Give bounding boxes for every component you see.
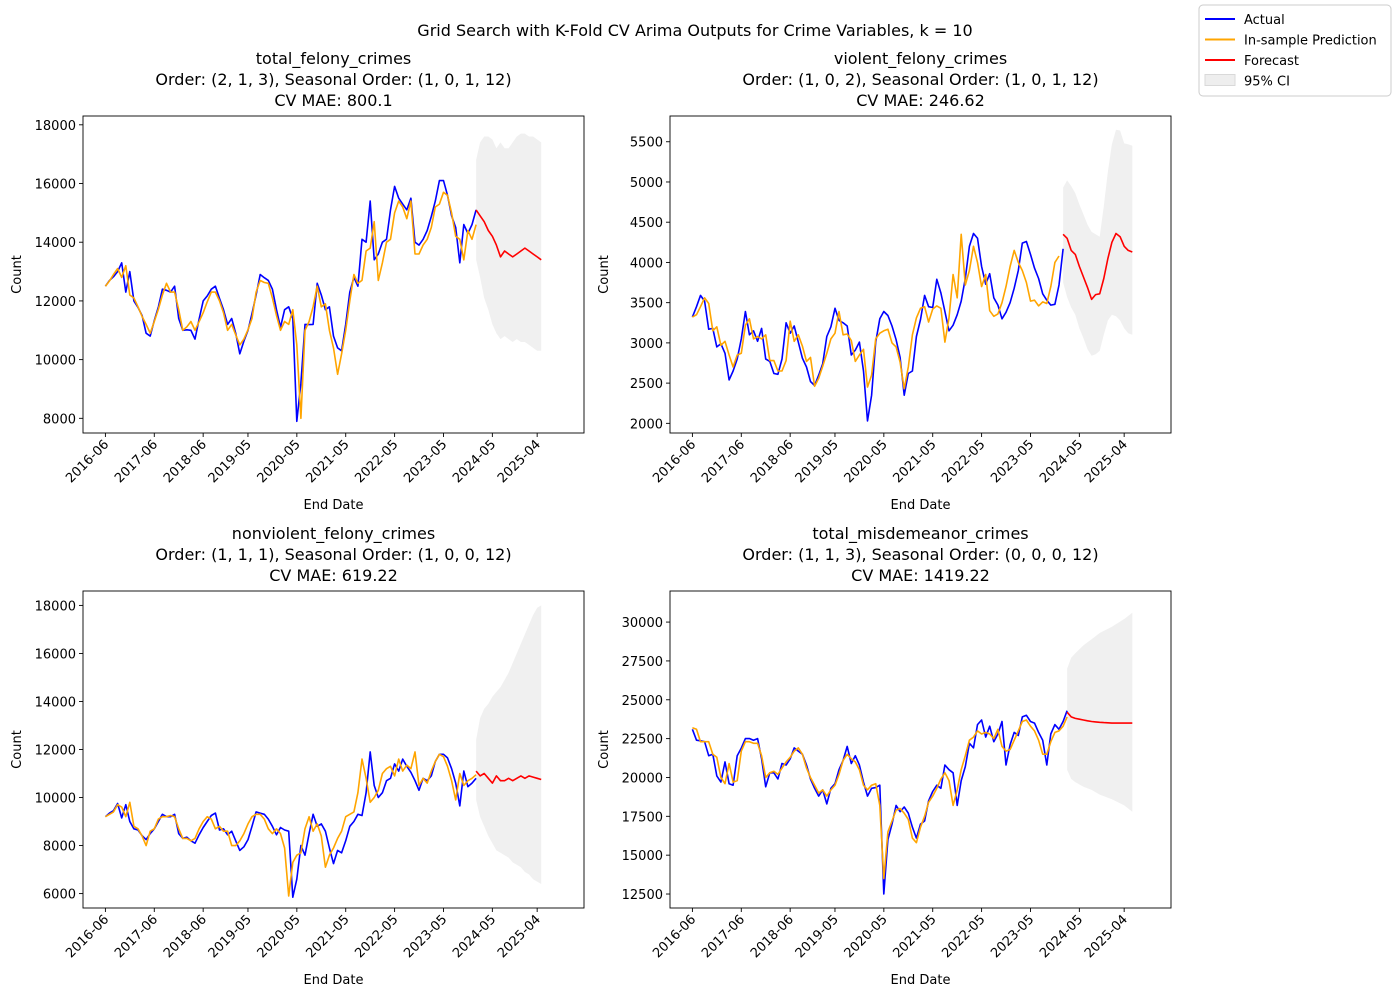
subplot-title-line: total_misdemeanor_crimes — [812, 524, 1028, 544]
y-tick-label: 2500 — [630, 377, 663, 392]
y-axis-label: Count — [597, 255, 612, 294]
y-tick-label: 10000 — [35, 792, 76, 807]
y-tick-label: 17500 — [622, 810, 663, 825]
plot-area — [104, 133, 542, 423]
axes-frame — [669, 590, 1172, 909]
subplot-title-line: CV MAE: 1419.22 — [851, 566, 990, 585]
y-tick-label: 25000 — [622, 694, 663, 709]
ci-band — [476, 605, 542, 884]
y-tick-label: 5500 — [630, 136, 663, 151]
legend-label: Actual — [1244, 13, 1285, 28]
forecast-line — [475, 209, 542, 261]
y-tick-label: 16000 — [35, 178, 76, 193]
plot-area — [691, 612, 1133, 895]
subplot-title-line: CV MAE: 800.1 — [274, 91, 392, 110]
plot-area — [104, 605, 542, 898]
y-tick-label: 4500 — [630, 216, 663, 231]
ci-band — [1063, 129, 1133, 356]
y-tick-label: 12000 — [35, 744, 76, 759]
x-axis-label: End Date — [891, 498, 951, 513]
axes-frame — [82, 115, 585, 434]
y-tick-label: 18000 — [35, 119, 76, 134]
y-tick-label: 2000 — [630, 417, 663, 432]
y-tick-label: 15000 — [622, 849, 663, 864]
y-tick-label: 14000 — [35, 236, 76, 251]
subplot-title-line: CV MAE: 246.62 — [856, 91, 985, 110]
subplot-title-line: Order: (1, 1, 1), Seasonal Order: (1, 0,… — [155, 545, 511, 564]
y-tick-label: 16000 — [35, 647, 76, 662]
subplot-title-line: CV MAE: 619.22 — [269, 566, 398, 585]
y-tick-label: 12000 — [35, 295, 76, 310]
forecast-line — [1062, 232, 1133, 301]
y-tick-label: 8000 — [43, 840, 76, 855]
prediction-line — [104, 191, 477, 420]
legend-ci-swatch — [1204, 74, 1236, 86]
subplot-title-line: Order: (1, 1, 3), Seasonal Order: (0, 0,… — [742, 545, 1098, 564]
axes-frame — [669, 115, 1172, 434]
legend-frame — [1198, 4, 1392, 97]
y-axis-label: Count — [10, 730, 25, 769]
forecast-line — [1066, 711, 1133, 724]
y-tick-label: 27500 — [622, 655, 663, 670]
actual-line — [691, 232, 1064, 422]
legend-label: 95% CI — [1244, 75, 1290, 90]
legend-label: In-sample Prediction — [1244, 34, 1377, 49]
y-tick-label: 30000 — [622, 616, 663, 631]
ci-band — [476, 133, 542, 351]
y-tick-label: 8000 — [43, 412, 76, 427]
x-axis-label: End Date — [891, 973, 951, 988]
y-axis-label: Count — [597, 730, 612, 769]
prediction-line — [691, 233, 1060, 390]
y-tick-label: 20000 — [622, 771, 663, 786]
subplot-title-line: violent_felony_crimes — [834, 49, 1007, 69]
subplot-title-line: nonviolent_felony_crimes — [232, 524, 435, 544]
legend-label: Forecast — [1244, 54, 1299, 69]
plot-area — [691, 129, 1133, 422]
suptitle: Grid Search with K-Fold CV Arima Outputs… — [417, 21, 972, 40]
forecast-line — [475, 770, 542, 784]
x-axis-label: End Date — [304, 973, 364, 988]
prediction-line — [692, 716, 1068, 880]
y-tick-label: 18000 — [35, 599, 76, 614]
prediction-line — [104, 751, 477, 897]
y-tick-label: 10000 — [35, 354, 76, 369]
y-axis-label: Count — [10, 255, 25, 294]
y-tick-label: 22500 — [622, 733, 663, 748]
y-tick-label: 6000 — [43, 888, 76, 903]
x-axis-label: End Date — [304, 498, 364, 513]
subplot-title-line: Order: (1, 0, 2), Seasonal Order: (1, 0,… — [742, 70, 1098, 89]
ci-band — [1067, 612, 1133, 812]
y-tick-label: 4000 — [630, 256, 663, 271]
subplot-title-line: total_felony_crimes — [256, 49, 412, 69]
y-tick-label: 3500 — [630, 297, 663, 312]
y-tick-label: 12500 — [622, 888, 663, 903]
legend: Actual In-sample Prediction Forecast 95% CI — [1198, 4, 1392, 97]
y-tick-label: 14000 — [35, 695, 76, 710]
y-tick-label: 5000 — [630, 176, 663, 191]
subplot-title-line: Order: (2, 1, 3), Seasonal Order: (1, 0,… — [155, 70, 511, 89]
y-tick-label: 3000 — [630, 337, 663, 352]
